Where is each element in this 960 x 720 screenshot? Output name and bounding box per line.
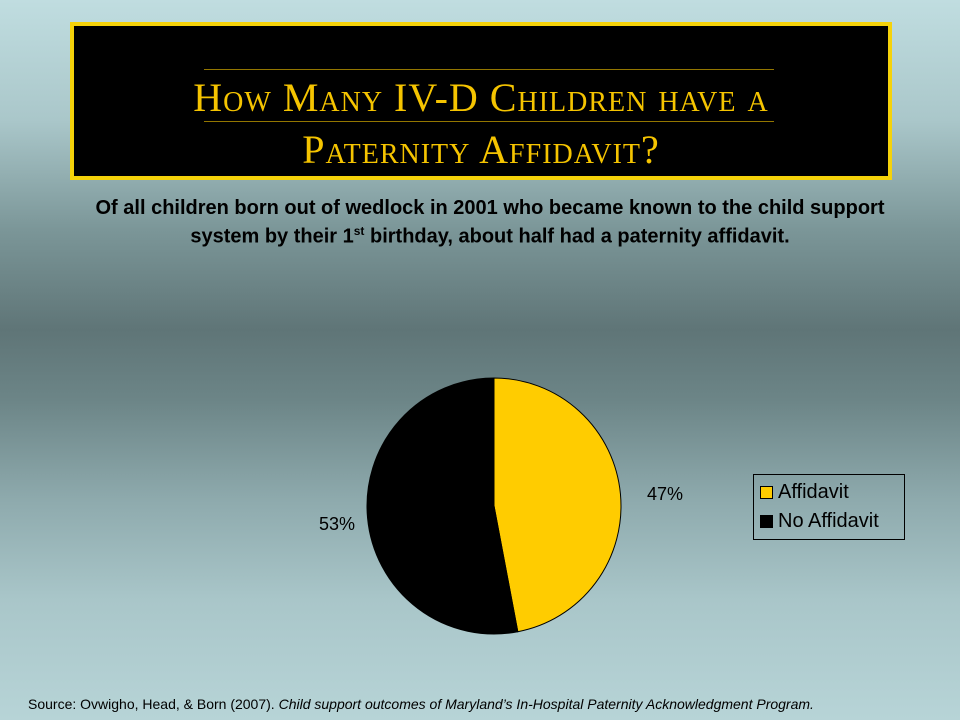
legend-swatch-affidavit	[760, 485, 773, 499]
legend-item-affidavit: Affidavit	[760, 479, 849, 505]
title-rule-top	[204, 69, 774, 70]
source-italic-title: Child support outcomes of Maryland’s In-…	[278, 696, 814, 712]
subtitle-part-2: birthday, about half had a paternity aff…	[364, 225, 790, 248]
slide-title-line-2: Paternity Affidavit?	[302, 127, 660, 172]
data-label-affidavit: 47%	[647, 484, 683, 504]
legend-item-no-affidavit: No Affidavit	[760, 508, 879, 534]
legend-label-affidavit: Affidavit	[778, 480, 849, 503]
legend-swatch-no-affidavit	[760, 514, 773, 528]
slide-subtitle: Of all children born out of wedlock in 2…	[90, 197, 890, 249]
legend-label-no-affidavit: No Affidavit	[778, 509, 879, 532]
subtitle-part-1: Of all children born out of wedlock in 2…	[95, 197, 885, 248]
title-box: How Many IV-D Children have a Paternity …	[70, 22, 892, 180]
data-label-no-affidavit: 53%	[319, 514, 355, 534]
source-plain: Source: Ovwigho, Head, & Born (2007).	[28, 696, 279, 712]
title-rule-middle	[204, 121, 774, 122]
chart-legend: Affidavit No Affidavit	[753, 474, 905, 540]
pie-slice-no-affidavit	[366, 377, 519, 635]
pie-slice-affidavit	[493, 377, 622, 633]
slide-title-line-1: How Many IV-D Children have a	[193, 75, 769, 120]
source-citation: Source: Ovwigho, Head, & Born (2007). Ch…	[28, 696, 938, 712]
subtitle-superscript: st	[353, 224, 365, 238]
